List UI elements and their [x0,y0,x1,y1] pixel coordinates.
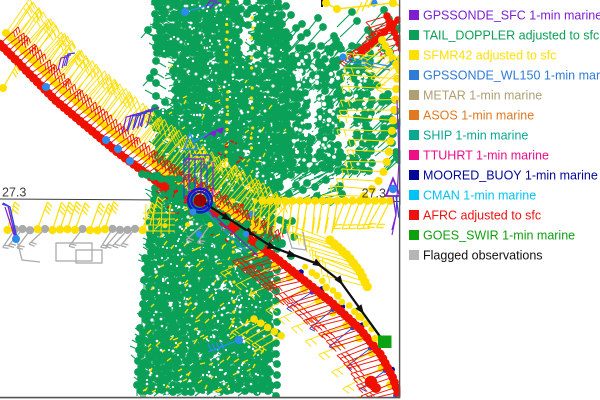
svg-text:TAIL_DOPPLER adjusted to sfc: TAIL_DOPPLER adjusted to sfc [423,29,599,43]
svg-text:27.3: 27.3 [2,186,26,200]
svg-text:27.3: 27.3 [362,187,386,201]
svg-text:AFRC adjusted to sfc: AFRC adjusted to sfc [423,209,541,223]
svg-text:METAR 1-min marine: METAR 1-min marine [423,89,542,103]
svg-text:SFMR42 adjusted to sfc: SFMR42 adjusted to sfc [423,49,556,63]
svg-text:GPSSONDE_WL150 1-min marine: GPSSONDE_WL150 1-min marine [423,69,600,83]
svg-text:CMAN 1-min marine: CMAN 1-min marine [423,189,536,203]
svg-text:ASOS 1-min marine: ASOS 1-min marine [423,109,534,123]
svg-text:GPSSONDE_SFC 1-min marine: GPSSONDE_SFC 1-min marine [423,9,600,23]
svg-text:SHIP 1-min marine: SHIP 1-min marine [423,129,528,143]
svg-text:MOORED_BUOY 1-min marine: MOORED_BUOY 1-min marine [423,169,598,183]
svg-text:TTUHRT 1-min marine: TTUHRT 1-min marine [423,149,549,163]
svg-text:Flagged observations: Flagged observations [423,249,543,263]
svg-text:GOES_SWIR 1-min marine: GOES_SWIR 1-min marine [423,229,575,243]
